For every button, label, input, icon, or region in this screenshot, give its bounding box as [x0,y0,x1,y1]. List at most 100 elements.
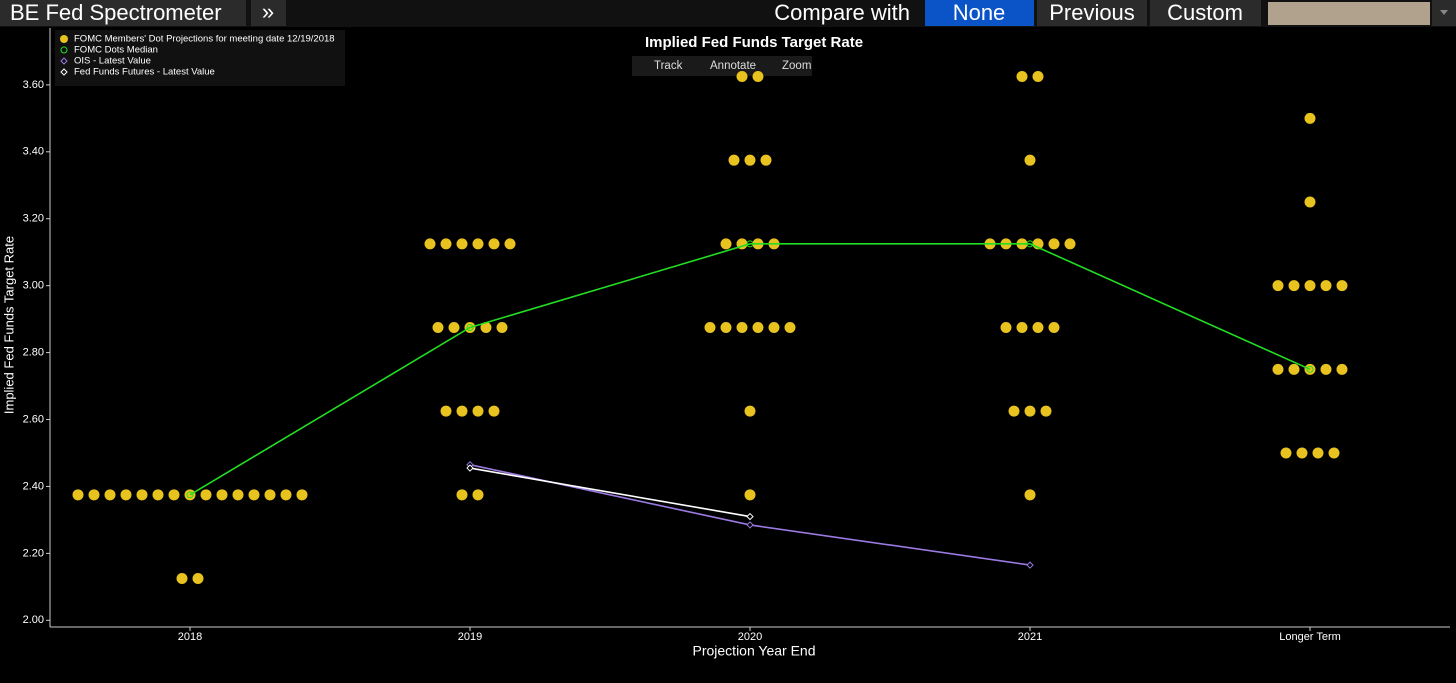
dot [1024,154,1036,166]
dot [440,405,452,417]
option-none-text[interactable]: None [953,0,1006,25]
point [746,512,754,521]
y-tick-label: 2.00 [23,614,44,626]
dot [1000,322,1012,333]
dot [472,489,484,501]
point [1026,240,1034,248]
y-tick-label: 3.40 [23,146,44,158]
dot [136,489,148,501]
dot [1024,489,1036,501]
option-custom-text[interactable]: Custom [1167,0,1243,25]
dot [1304,280,1316,292]
legend-label: FOMC Members' Dot Projections for meetin… [74,34,335,45]
legend-label: FOMC Dots Median [74,45,158,56]
dot [744,489,756,501]
dot [760,154,772,166]
dot [1016,71,1028,83]
tool-annotate[interactable]: Annotate [710,60,756,72]
dot [248,489,260,501]
dot [432,322,444,333]
dot [200,489,212,501]
dot [1064,238,1076,250]
dot [744,405,756,417]
dot [232,489,244,501]
point [746,521,754,529]
expand-button[interactable] [251,0,286,26]
dot [1272,363,1284,375]
title-box [0,0,246,26]
dot [472,238,484,250]
dot [1024,405,1036,417]
dot [104,489,116,501]
option-previous[interactable] [1037,0,1147,26]
dot [1040,405,1052,417]
x-tick-label: 2018 [178,631,202,643]
dot [1320,280,1332,292]
dot [1280,447,1292,459]
dot [296,489,308,501]
dot [456,405,468,417]
x-tick-label: Longer Term [1279,631,1341,643]
dot [72,489,84,501]
y-tick-label: 3.60 [23,79,44,91]
x-tick-label: 2019 [458,631,482,643]
option-none[interactable] [925,0,1034,26]
x-axis-label: Projection Year End [693,643,816,659]
point [1306,365,1314,373]
dot [192,572,204,584]
dot [280,489,292,501]
legend-marker [60,68,68,76]
dot [88,489,100,501]
legend-label: OIS - Latest Value [74,56,151,67]
y-axis-label: Implied Fed Funds Target Rate [1,236,16,414]
point [466,324,474,331]
app-title: BE Fed Spectrometer [10,0,222,25]
dot [1048,238,1060,250]
dot [152,489,164,501]
y-tick-label: 2.40 [23,480,44,492]
dot [456,489,468,501]
dot [1272,280,1284,292]
dot [1048,322,1060,333]
dot [1008,405,1020,417]
y-tick-label: 2.20 [23,547,44,559]
legend [55,30,345,86]
expand-icon[interactable]: » [262,0,274,24]
dot [720,322,732,333]
dot [704,322,716,333]
tool-track[interactable]: Track [654,60,683,72]
dot [264,489,276,501]
option-custom[interactable] [1150,0,1261,26]
dot [1312,447,1324,459]
legend-marker [60,46,68,54]
line [189,243,1311,496]
x-tick-label: 2021 [1018,631,1042,643]
dot [1288,363,1300,375]
dot [744,154,756,166]
dot [752,71,764,83]
dropdown-arrow[interactable] [1440,10,1448,15]
dot [1328,447,1340,459]
dot [456,238,468,250]
dot [736,71,748,83]
dot [1296,447,1308,459]
point [466,464,474,472]
legend-marker [60,35,68,43]
dot [120,489,132,501]
dot [440,238,452,250]
dot [1288,280,1300,292]
chart-title: Implied Fed Funds Target Rate [645,34,863,51]
tool-zoom[interactable]: Zoom [782,60,811,72]
y-tick-label: 2.80 [23,347,44,359]
dot [752,322,764,333]
dot [488,405,500,417]
dot [1032,71,1044,83]
option-previous-text[interactable]: Previous [1049,0,1135,25]
chart-tools [632,56,812,76]
dot [168,489,180,501]
dot [1032,322,1044,333]
dot [1304,196,1316,208]
custom-input[interactable] [1268,2,1430,25]
dot [448,322,460,333]
